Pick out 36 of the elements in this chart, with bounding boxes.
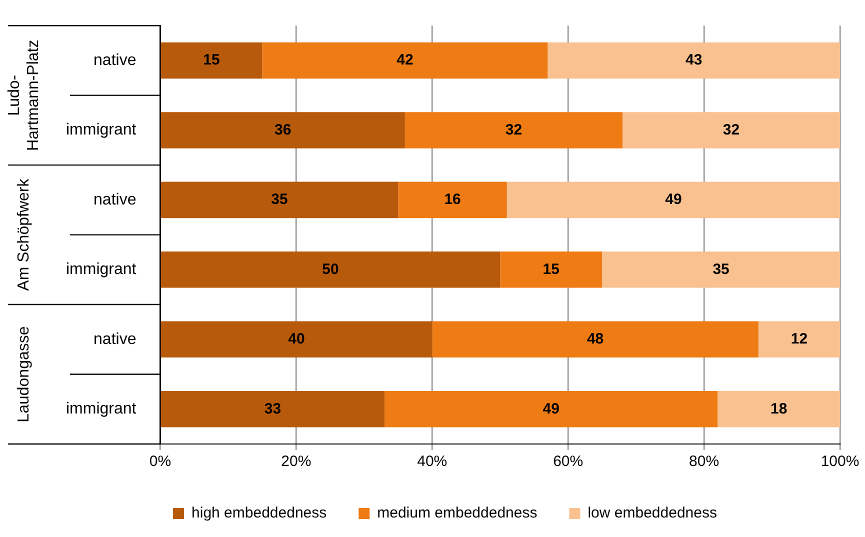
x-tick-label: 40% [417,453,448,470]
data-label: 43 [686,52,702,69]
legend-label: low embeddedness [588,504,717,522]
text: Am Schöpfwerk [15,178,32,291]
text: Laudongasse [15,326,32,422]
x-tick-label: 60% [553,453,584,470]
y-tick-label: native [94,52,136,69]
data-label: 35 [271,191,288,208]
data-label: 32 [505,121,522,138]
data-label: 18 [770,400,788,418]
data-label: 50 [322,260,339,278]
data-label: 16 [444,191,461,208]
data-label: 12 [790,330,808,348]
legend-label: high embeddedness [192,504,327,522]
legend-label: medium embeddedness [377,504,538,522]
data-label: 35 [712,260,730,278]
y-tick-label: immigrant [66,261,137,278]
data-label: 15 [203,52,220,69]
y-tick-label: immigrant [66,122,137,139]
x-tick-label: 0% [149,453,172,470]
data-label: 49 [665,191,682,208]
data-label: 42 [396,52,414,69]
data-label: 15 [542,260,560,278]
data-label: 40 [288,330,305,348]
data-label: 36 [274,121,292,138]
y-tick-label: native [94,191,136,208]
x-tick-label: 20% [281,453,312,470]
data-label: 33 [264,400,282,418]
data-label: 48 [586,330,604,348]
y-tick-label: native [94,330,136,348]
y-tick-label: immigrant [66,400,137,418]
data-label: 49 [542,400,560,418]
x-tick-label: 100% [820,453,860,470]
text: Ludo- Hartmann-Platz [6,40,42,151]
data-label: 32 [722,121,740,138]
x-tick-label: 80% [689,453,720,470]
